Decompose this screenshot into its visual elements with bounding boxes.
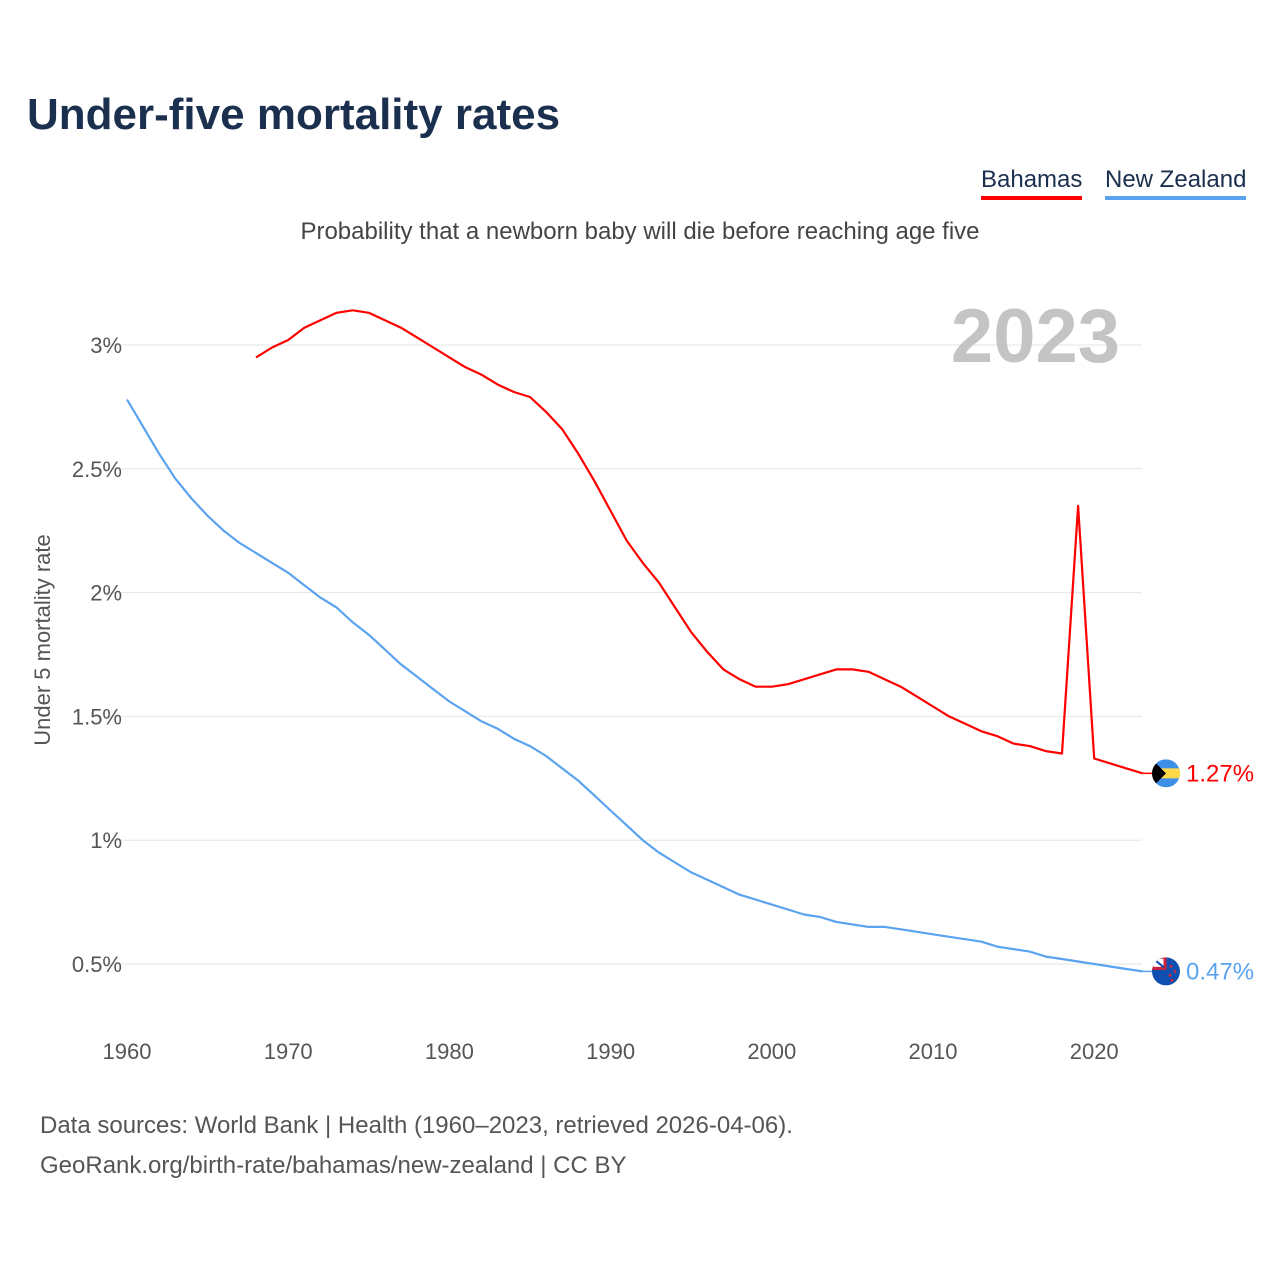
x-tick-label: 1960 [103, 1039, 152, 1064]
flag-triangle [1152, 759, 1166, 788]
y-tick-label: 3% [90, 333, 122, 358]
new-zealand-flag-icon [1152, 957, 1180, 986]
legend-item-bahamas[interactable]: Bahamas [981, 166, 1083, 200]
y-tick-label: 0.5% [72, 952, 122, 977]
flag-body [1152, 759, 1180, 788]
flag-star [1168, 974, 1172, 977]
chart-subtitle: Probability that a newborn baby will die… [300, 218, 980, 245]
x-tick-label: 2020 [1070, 1039, 1119, 1064]
series-line-bahamas [255, 309, 1143, 775]
x-tick-label: 2000 [747, 1039, 796, 1064]
bahamas-flag-icon [1152, 759, 1180, 788]
x-tick-label: 1970 [264, 1039, 313, 1064]
end-value-label: 1.27% [1186, 760, 1254, 787]
y-tick-label: 2.5% [72, 457, 122, 482]
source-link[interactable]: GeoRank.org/birth-rate/bahamas/new-zeala… [40, 1152, 627, 1179]
chart-title: Under-five mortality rates [27, 90, 561, 139]
y-axis-label: Under 5 mortality rate [30, 534, 55, 746]
y-tick-label: 1% [90, 828, 122, 853]
series-line-new-zealand [126, 398, 1143, 973]
flag-star [1173, 970, 1177, 973]
flag-star [1169, 965, 1173, 968]
y-tick-label: 2% [90, 581, 122, 606]
legend-item-new-zealand[interactable]: New Zealand [1105, 166, 1247, 200]
x-tick-label: 1980 [425, 1039, 474, 1064]
end-value-label: 0.47% [1186, 958, 1254, 985]
x-tick-label: 1990 [586, 1039, 635, 1064]
footer: Data sources: World Bank | Health (1960–… [40, 1106, 793, 1186]
year-watermark: 2023 [951, 294, 1120, 379]
y-tick-label: 1.5% [72, 704, 122, 729]
data-source-text: Data sources: World Bank | Health (1960–… [40, 1112, 793, 1139]
flag-star [1170, 979, 1174, 982]
x-tick-label: 2010 [909, 1039, 958, 1064]
flag-body [1152, 957, 1180, 986]
